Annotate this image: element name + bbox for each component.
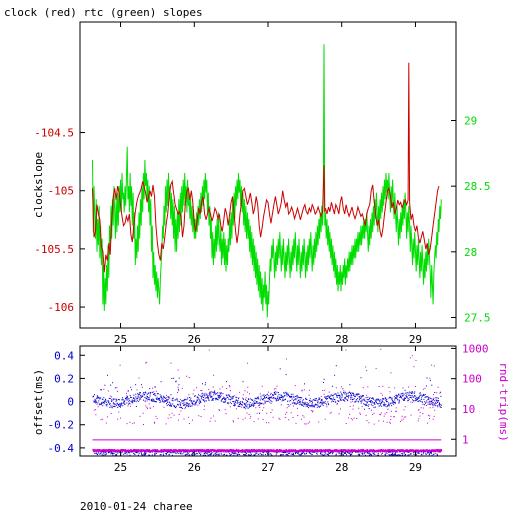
- bottom-right-tick-label: 1000: [462, 342, 489, 355]
- bottom-left-tick-label: -0.2: [48, 419, 75, 432]
- top-left-tick-label: -104.5: [34, 127, 74, 140]
- bottom-left-tick-label: 0.4: [54, 349, 74, 362]
- bottom-axes-group: 25 26 27 28 29 0.4 0.2 0 -0.2 -0.4 1000 100 10 1: [48, 342, 489, 474]
- bottom-right-tick-label: 10: [462, 403, 475, 416]
- bottom-left-tick-label: 0: [67, 396, 74, 409]
- series-rnd-trip-band: [92, 448, 442, 453]
- top-axes-group: 25 26 27 28 29 -104.5 -105 -105.5 -106 29 28.5 28 27…: [34, 22, 491, 346]
- bottom-right-tick-label: 1: [462, 433, 469, 446]
- top-right-tick-label: 27.5: [464, 311, 491, 324]
- top-chart-ylabel: clockslope: [32, 152, 45, 218]
- top-x-tick-label: 29: [409, 333, 422, 346]
- bottom-left-tick-label: -0.4: [48, 442, 75, 455]
- bottom-series-group: [92, 348, 442, 456]
- series-clock-line: [92, 62, 440, 273]
- top-right-tick-label: 28: [464, 246, 477, 259]
- top-plot-frame: [79, 21, 457, 329]
- top-chart-title: clock (red) rtc (green) slopes: [4, 6, 203, 19]
- top-plot: 25 26 27 28 29 -104.5 -105 -105.5 -106 29 28.5 28 27…: [34, 21, 491, 346]
- top-x-tick-label: 25: [114, 333, 127, 346]
- series-offset-points: [92, 365, 442, 414]
- bottom-x-tick-label: 25: [114, 461, 127, 474]
- top-x-tick-label: 27: [261, 333, 274, 346]
- bottom-right-tick-label: 100: [462, 373, 482, 386]
- series-rtc-line: [92, 44, 442, 318]
- bottom-plot: 25 26 27 28 29 0.4 0.2 0 -0.2 -0.4 1000 100 10 1: [48, 342, 489, 474]
- top-left-tick-label: -105: [48, 185, 75, 198]
- bottom-x-tick-label: 27: [261, 461, 274, 474]
- top-left-tick-label: -105.5: [34, 243, 74, 256]
- top-right-tick-label: 28.5: [464, 180, 491, 193]
- series-offset-low-points: [94, 451, 438, 456]
- bottom-chart-ylabel: offset(ms): [32, 369, 45, 435]
- top-left-tick-label: -106: [48, 301, 75, 314]
- bottom-x-tick-label: 26: [188, 461, 201, 474]
- top-right-tick-label: 29: [464, 114, 477, 127]
- series-rnd-trip-points: [93, 348, 441, 425]
- footer-label: 2010-01-24 charee: [80, 500, 193, 512]
- bottom-x-tick-label: 28: [335, 461, 348, 474]
- bottom-left-tick-label: 0.2: [54, 372, 74, 385]
- bottom-chart-ylabel-right: rnd-trip(ms): [497, 362, 510, 441]
- top-series-group: [92, 44, 442, 318]
- top-x-tick-label: 28: [335, 333, 348, 346]
- top-x-tick-label: 26: [188, 333, 201, 346]
- bottom-x-tick-label: 29: [409, 461, 422, 474]
